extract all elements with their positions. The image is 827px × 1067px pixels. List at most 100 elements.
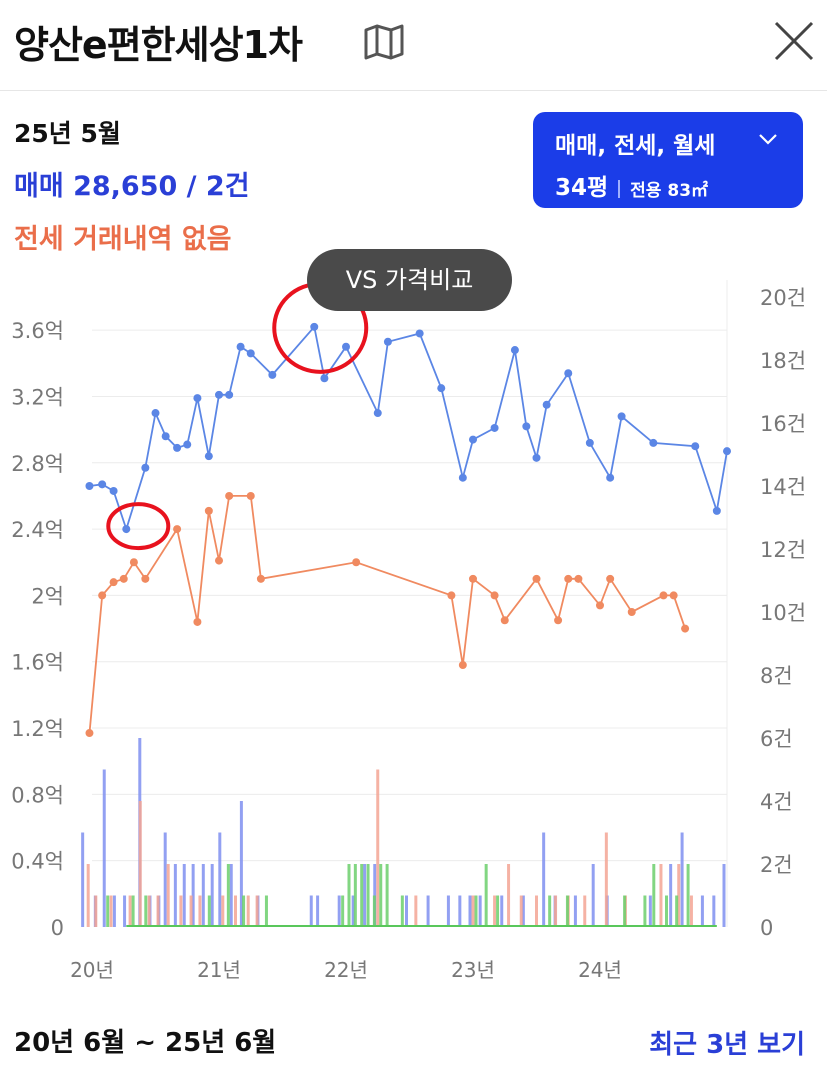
sale-price-point [204,452,213,461]
divider [618,179,621,198]
y-left-tick-label: 3.2억 [11,385,64,409]
y-right-tick-label: 4건 [760,790,793,814]
date-range-label: 20년 6월 ~ 25년 6월 [14,1028,277,1058]
sale-price-point [617,412,626,421]
sale-price-point [98,480,107,489]
sale-price-point [712,506,721,515]
jeonse-price-point [564,574,573,583]
sale-price-point [532,453,541,462]
jeonse-price-point [458,661,467,670]
sale-price-point [649,438,658,447]
highlight-circle [106,502,171,551]
jeonse-price-point [141,574,150,583]
sale-summary: 매매 28,650 / 2건 [14,171,250,202]
y-right-tick-label: 12건 [760,538,806,562]
jeonse-price-point [129,558,138,567]
sale-price-point [236,342,245,351]
price-chart: 0 0.4억 0.8억 1.2억 1.6억 2억 2.4억 2.8억 3.2억 3.6억 0 2건 4건… [11,280,806,982]
complex-title: 양산e편한세상1차 [14,23,303,67]
sale-price-point [490,423,499,432]
jeonse-price-point [215,556,223,565]
sale-price-point [585,438,594,447]
y-left-tick-label: 3.6억 [11,319,64,343]
y-left-tick-label: 2.4억 [11,518,64,542]
jeonse-price-point [246,491,255,500]
x-tick-label: 24년 [578,958,622,982]
sale-price-point [522,422,531,431]
sale-price-point [193,394,202,403]
map-icon[interactable] [362,24,406,60]
recent-3-years-link[interactable]: 최근 3년 보기 [649,1030,805,1060]
close-icon[interactable] [771,18,817,64]
jeonse-price-point [447,591,456,600]
sale-price-point [383,337,392,346]
jeonse-price-point [681,624,690,633]
jeonse-price-point [554,616,563,625]
y-left-tick-label: 0 [51,916,64,940]
jeonse-price-point [469,574,477,583]
sale-price-point [122,525,131,534]
y-right-tick-label: 8건 [760,664,793,688]
sale-price-point [225,390,234,399]
pyeong-label: 34평 [555,175,609,201]
jeonse-price-point [596,601,604,610]
trade-types-label: 매매, 전세, 월세 [555,133,716,159]
jeonse-price-point [669,591,678,600]
sale-price-point [183,440,192,449]
sale-price-point [458,473,467,482]
sale-price-point [606,473,615,482]
jeonse-price-point [352,558,361,567]
y-left-tick-label: 0.4억 [11,850,64,874]
transaction-summary: 25년 5월 매매 28,650 / 2건 전세 거래내역 없음 [14,114,250,256]
trade-type-filter-button[interactable]: 매매, 전세, 월세 34평 전용 83㎡ [533,112,803,208]
y-right-tick-label: 10건 [760,601,806,625]
y-left-tick-label: 1.2억 [11,717,64,741]
sale-price-point [151,409,160,418]
sale-price-point [268,370,277,379]
vs-price-compare-button[interactable]: VS 가격비교 [307,249,512,311]
chevron-down-icon [759,134,777,145]
y-left-tick-label: 2.8억 [11,452,64,476]
jeonse-price-point [659,591,668,600]
jeonse-price-point [109,578,118,587]
sale-price-point [320,374,329,383]
jeonse-price-point [490,591,499,600]
jeonse-price-point [119,574,128,583]
y-left-tick-label: 0.8억 [11,783,64,807]
jeonse-price-point [500,616,509,625]
sale-price-point [373,409,382,418]
sale-price-point [542,400,551,409]
area-label: 전용 83㎡ [630,181,709,201]
sale-price-point [564,369,573,378]
sale-price-point [723,447,731,456]
y-left-tick-label: 2억 [31,584,64,608]
selected-period: 25년 5월 [14,119,121,148]
jeonse-price-point [225,491,234,500]
jeonse-price-point [98,591,107,600]
sale-price-point [246,349,255,358]
jeonse-price-point [204,506,213,515]
jeonse-price-point [193,617,202,626]
y-right-tick-label: 18건 [760,349,806,373]
y-right-tick-label: 0 [760,916,773,940]
x-tick-label: 22년 [324,958,368,982]
y-right-tick-label: 16건 [760,412,806,436]
y-right-tick-label: 14건 [760,475,806,499]
size-row: 34평 전용 83㎡ [555,168,708,202]
jeonse-price-point [256,574,265,583]
x-tick-label: 21년 [197,958,241,982]
jeonse-price-point [173,525,182,534]
y-right-tick-label: 20건 [760,286,806,310]
sale-price-point [141,463,150,472]
y-left-tick-label: 1.6억 [11,651,64,675]
sale-price-point [469,435,477,444]
jeonse-price-point [85,729,94,738]
sale-price-point [691,442,700,451]
header: 양산e편한세상1차 [0,0,827,91]
sale-price-point [342,342,350,351]
sale-price-point [85,482,94,490]
sale-price-point [161,432,170,441]
x-tick-label: 23년 [451,958,495,982]
jeonse-price-point [574,574,583,583]
sale-price-point [310,322,319,331]
